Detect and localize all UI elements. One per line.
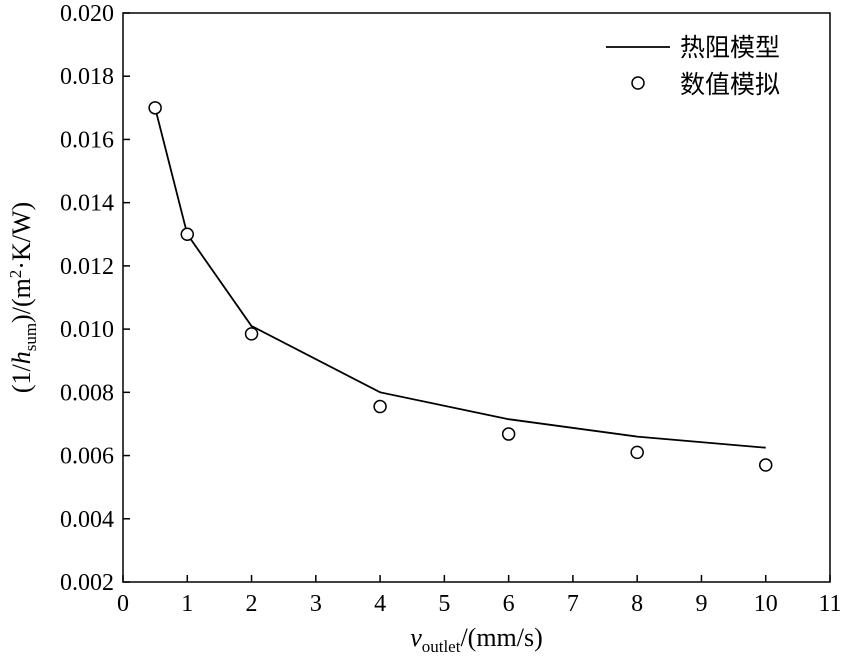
plot-border xyxy=(122,12,831,583)
x-tick-label: 6 xyxy=(503,591,515,617)
y-tick-label: 0.006 xyxy=(60,444,114,470)
series-layer xyxy=(148,101,773,472)
series-line-thermal-resistance-model xyxy=(154,107,766,449)
data-point-numerical-simulation xyxy=(373,399,387,414)
data-point-numerical-simulation xyxy=(148,101,162,115)
plot-area-frame xyxy=(122,12,831,583)
x-axis-label: voutlet/(mm/s) xyxy=(410,623,543,656)
x-tick-label: 1 xyxy=(181,591,193,617)
x-tick-label: 3 xyxy=(310,591,322,617)
x-tick-label: 7 xyxy=(567,591,579,617)
data-point-numerical-simulation xyxy=(501,427,516,441)
x-tick-label: 2 xyxy=(246,591,258,617)
data-point-numerical-simulation xyxy=(630,445,644,460)
y-tick-label: 0.002 xyxy=(60,570,114,596)
x-tick-label: 4 xyxy=(374,591,386,617)
y-tick-label: 0.020 xyxy=(60,1,114,27)
y-tick-label: 0.016 xyxy=(60,127,114,153)
x-tick-label: 10 xyxy=(754,591,778,617)
x-tick-label: 9 xyxy=(695,591,707,617)
legend-label-numerical-simulation: 数值模拟 xyxy=(680,70,780,99)
x-tick-label: 0 xyxy=(117,591,129,617)
data-point-numerical-simulation xyxy=(758,458,773,472)
y-tick-label: 0.008 xyxy=(60,380,114,406)
x-tick-label: 8 xyxy=(631,591,643,617)
data-point-numerical-simulation xyxy=(180,227,195,242)
y-tick-label: 0.018 xyxy=(60,64,114,90)
y-tick-label: 0.010 xyxy=(60,317,114,343)
x-tick-label: 11 xyxy=(818,591,841,617)
y-tick-label: 0.014 xyxy=(60,191,114,217)
y-axis: 0.002 0.004 0.006 0.008 0.010 0.012 0.014 0.016… xyxy=(60,1,130,596)
legend-label-thermal-resistance-model: 热阻模型 xyxy=(680,33,780,62)
y-tick-label: 0.004 xyxy=(60,507,114,533)
y-axis-label: (1/hsum)/(m2·K/W) xyxy=(6,202,40,393)
data-point-numerical-simulation xyxy=(244,327,259,341)
x-axis: 0 1 2 3 4 5 6 7 8 9 10 11 xyxy=(117,575,842,617)
y-tick-label: 0.012 xyxy=(60,254,114,280)
x-tick-label: 5 xyxy=(438,591,450,617)
legend-marker-swatch xyxy=(631,76,645,90)
